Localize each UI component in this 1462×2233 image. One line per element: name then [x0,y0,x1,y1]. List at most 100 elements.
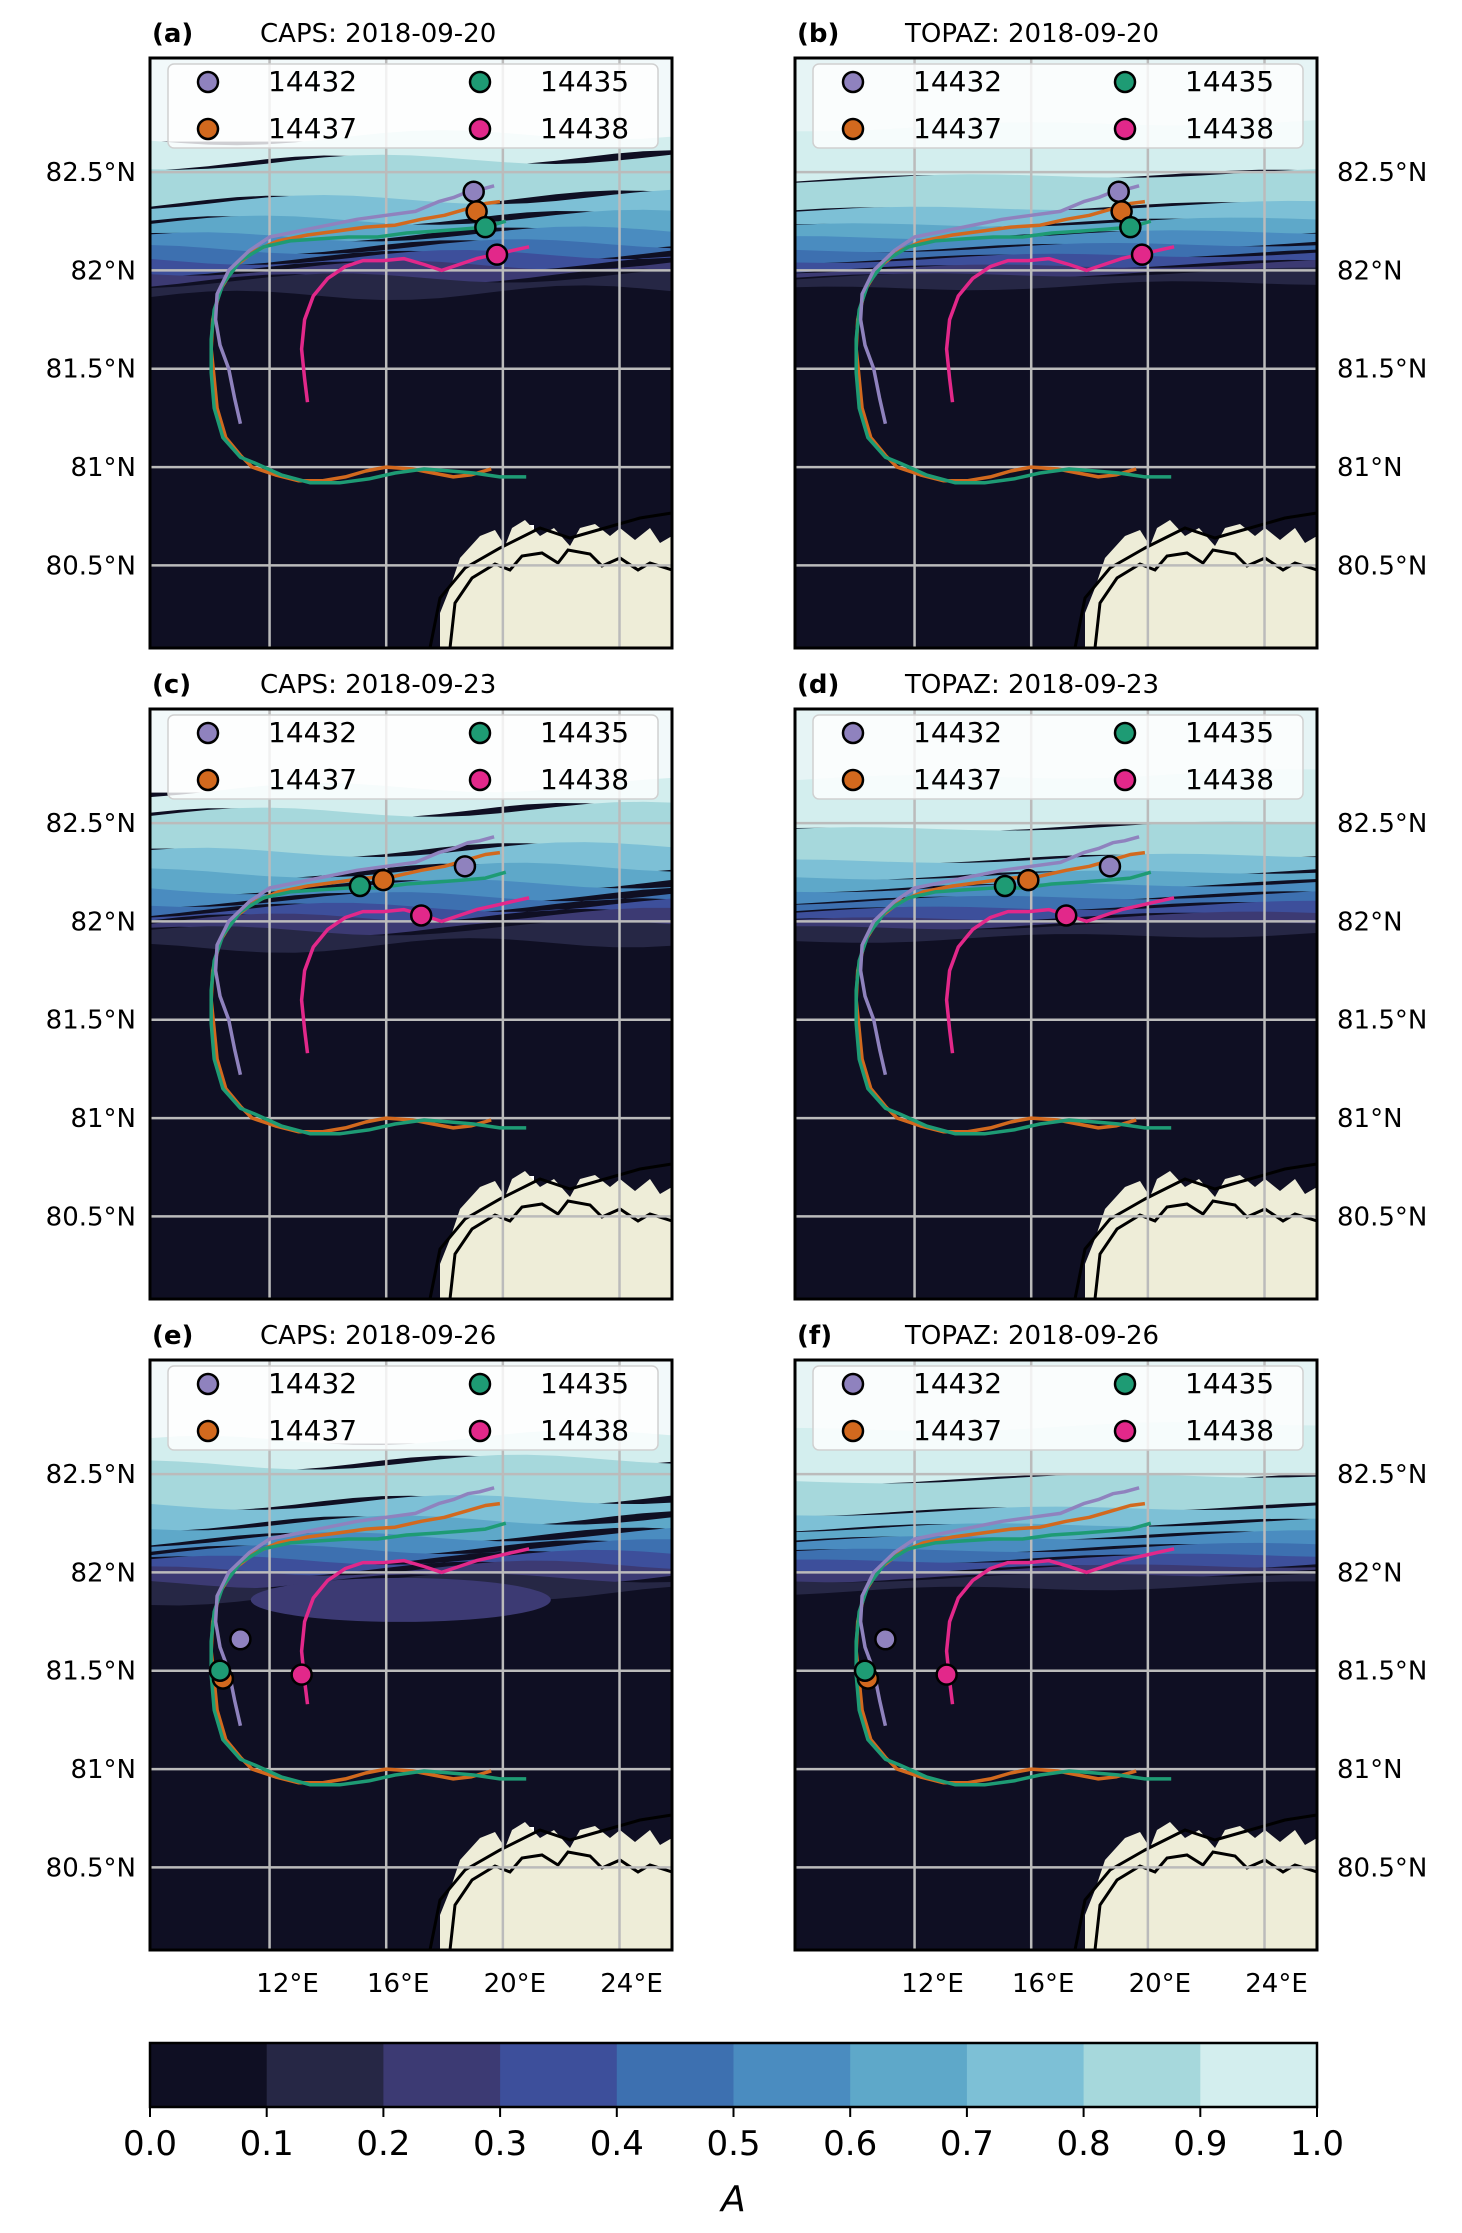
lat-label: 81°N [1337,453,1403,483]
ice-band [795,891,1317,912]
svalbard-land [440,1822,672,1950]
legend-marker-14437 [196,1419,220,1443]
coastline [1073,511,1317,648]
legend-marker-14432 [196,1372,220,1396]
colorbar-tick-label: 0.3 [473,2124,527,2164]
legend-marker-14437 [196,117,220,141]
lat-label: 81.5°N [46,355,136,385]
buoy-track-14438 [299,1547,530,1705]
legend-marker-14437 [196,768,220,792]
legend-marker-14438 [1113,1419,1137,1443]
legend-label: 14438 [540,763,629,796]
colorbar-segment [733,2043,851,2107]
panel-title: TOPAZ: 2018-09-23 [904,670,1159,700]
colorbar-label: A [719,2179,746,2220]
legend-label: 14438 [540,1414,629,1447]
buoy-track-14432 [858,835,1140,1076]
ice-band [795,169,1317,211]
lat-label: 82°N [70,1558,136,1588]
buoy-track-14437 [854,199,1146,483]
lat-label: 81.5°N [46,1006,136,1036]
lat-label: 82°N [1337,256,1403,286]
panel-title: CAPS: 2018-09-20 [260,19,496,49]
colorbar-tick-label: 0.9 [1173,2124,1227,2164]
legend: 14432 14435 14437 14438 [812,1365,1304,1451]
buoy-track-14432 [858,184,1140,425]
colorbar-segment [966,2043,1085,2107]
legend-marker-14438 [1113,768,1137,792]
buoy-track-14438 [944,1547,1175,1705]
legend-marker-14438 [468,1419,492,1443]
legend-marker-14435 [1113,1372,1137,1396]
legend-label: 14435 [540,65,629,98]
colorbar-segment [500,2043,618,2107]
legend: 14432 14435 14437 14438 [167,1365,659,1451]
panel-tag: (f) [797,1321,832,1351]
colorbar: 0.0 0.1 0.2 0.3 0.4 0.5 0.6 0.7 0.8 0.9 1.0 A [123,2041,1344,2220]
panel-tag: (c) [152,670,191,700]
legend-marker-14438 [1113,117,1137,141]
buoy-track-14438 [299,896,530,1054]
buoy-track-14438 [299,245,530,403]
legend-label: 14438 [540,112,629,145]
panel-tag: (b) [797,19,839,49]
buoy-track-14435 [854,219,1172,485]
svalbard-land [1085,1171,1317,1299]
lat-label: 81.5°N [1337,355,1427,385]
ice-band [150,1454,672,1511]
buoy-position-14438 [290,1663,313,1686]
legend: 14432 14435 14437 14438 [812,63,1304,149]
colorbar-segment [150,2043,268,2107]
lat-label: 82.5°N [46,1460,136,1490]
lat-label: 82.5°N [1337,158,1427,188]
map-frame [148,707,674,1301]
colorbar-tick-label: 0.2 [356,2124,410,2164]
buoy-track-14437 [209,850,501,1134]
map-panel-b: (b) TOPAZ: 2018-09-20 14432 14435 14437 14438… [793,19,1427,650]
coastline [428,511,672,648]
map-panel-a: (a) CAPS: 2018-09-20 14432 14435 14437 14438 8… [46,19,674,650]
buoy-position-14432 [874,1628,897,1651]
legend-marker-14432 [196,721,220,745]
lat-label: 82°N [1337,907,1403,937]
ice-band [150,269,672,300]
buoy-track-14438 [944,896,1175,1054]
legend-marker-14432 [196,70,220,94]
lon-label: 20°E [484,1969,547,1999]
buoy-position-14432 [1107,180,1130,203]
legend-label: 14437 [913,112,1002,145]
buoy-position-14435 [1119,215,1142,239]
buoy-position-14432 [462,180,485,203]
ice-band [795,882,1317,904]
lat-label: 80.5°N [1337,1202,1427,1232]
legend-marker-14432 [841,721,865,745]
panel-title: TOPAZ: 2018-09-26 [904,1321,1159,1351]
ice-band [795,1530,1317,1553]
buoy-track-14438 [944,245,1175,403]
coastline [1073,1162,1317,1299]
panel-title: CAPS: 2018-09-26 [260,1321,496,1351]
buoy-track-14435 [209,219,527,485]
ice-band [795,870,1317,893]
legend-label: 14437 [913,763,1002,796]
legend-marker-14435 [468,721,492,745]
legend-label: 14437 [913,1414,1002,1447]
lat-label: 80.5°N [1337,551,1427,581]
legend-label: 14435 [1185,716,1274,749]
buoy-position-14432 [453,855,477,878]
colorbar-tick-label: 0.4 [590,2124,644,2164]
colorbar-segment [1083,2043,1201,2107]
buoy-position-14435 [993,874,1017,898]
buoy-position-14435 [853,1659,877,1682]
buoy-position-14435 [208,1659,232,1682]
ice-band [795,243,1317,264]
map-area [795,58,1317,648]
lon-label: 16°E [367,1969,430,1999]
lat-label: 81°N [70,1104,136,1134]
legend-box [167,1365,659,1451]
lon-label: 12°E [901,1969,964,1999]
map-frame [793,707,1319,1301]
legend-label: 14437 [268,1414,357,1447]
lat-label: 82.5°N [46,809,136,839]
ice-tongue [250,1577,551,1622]
